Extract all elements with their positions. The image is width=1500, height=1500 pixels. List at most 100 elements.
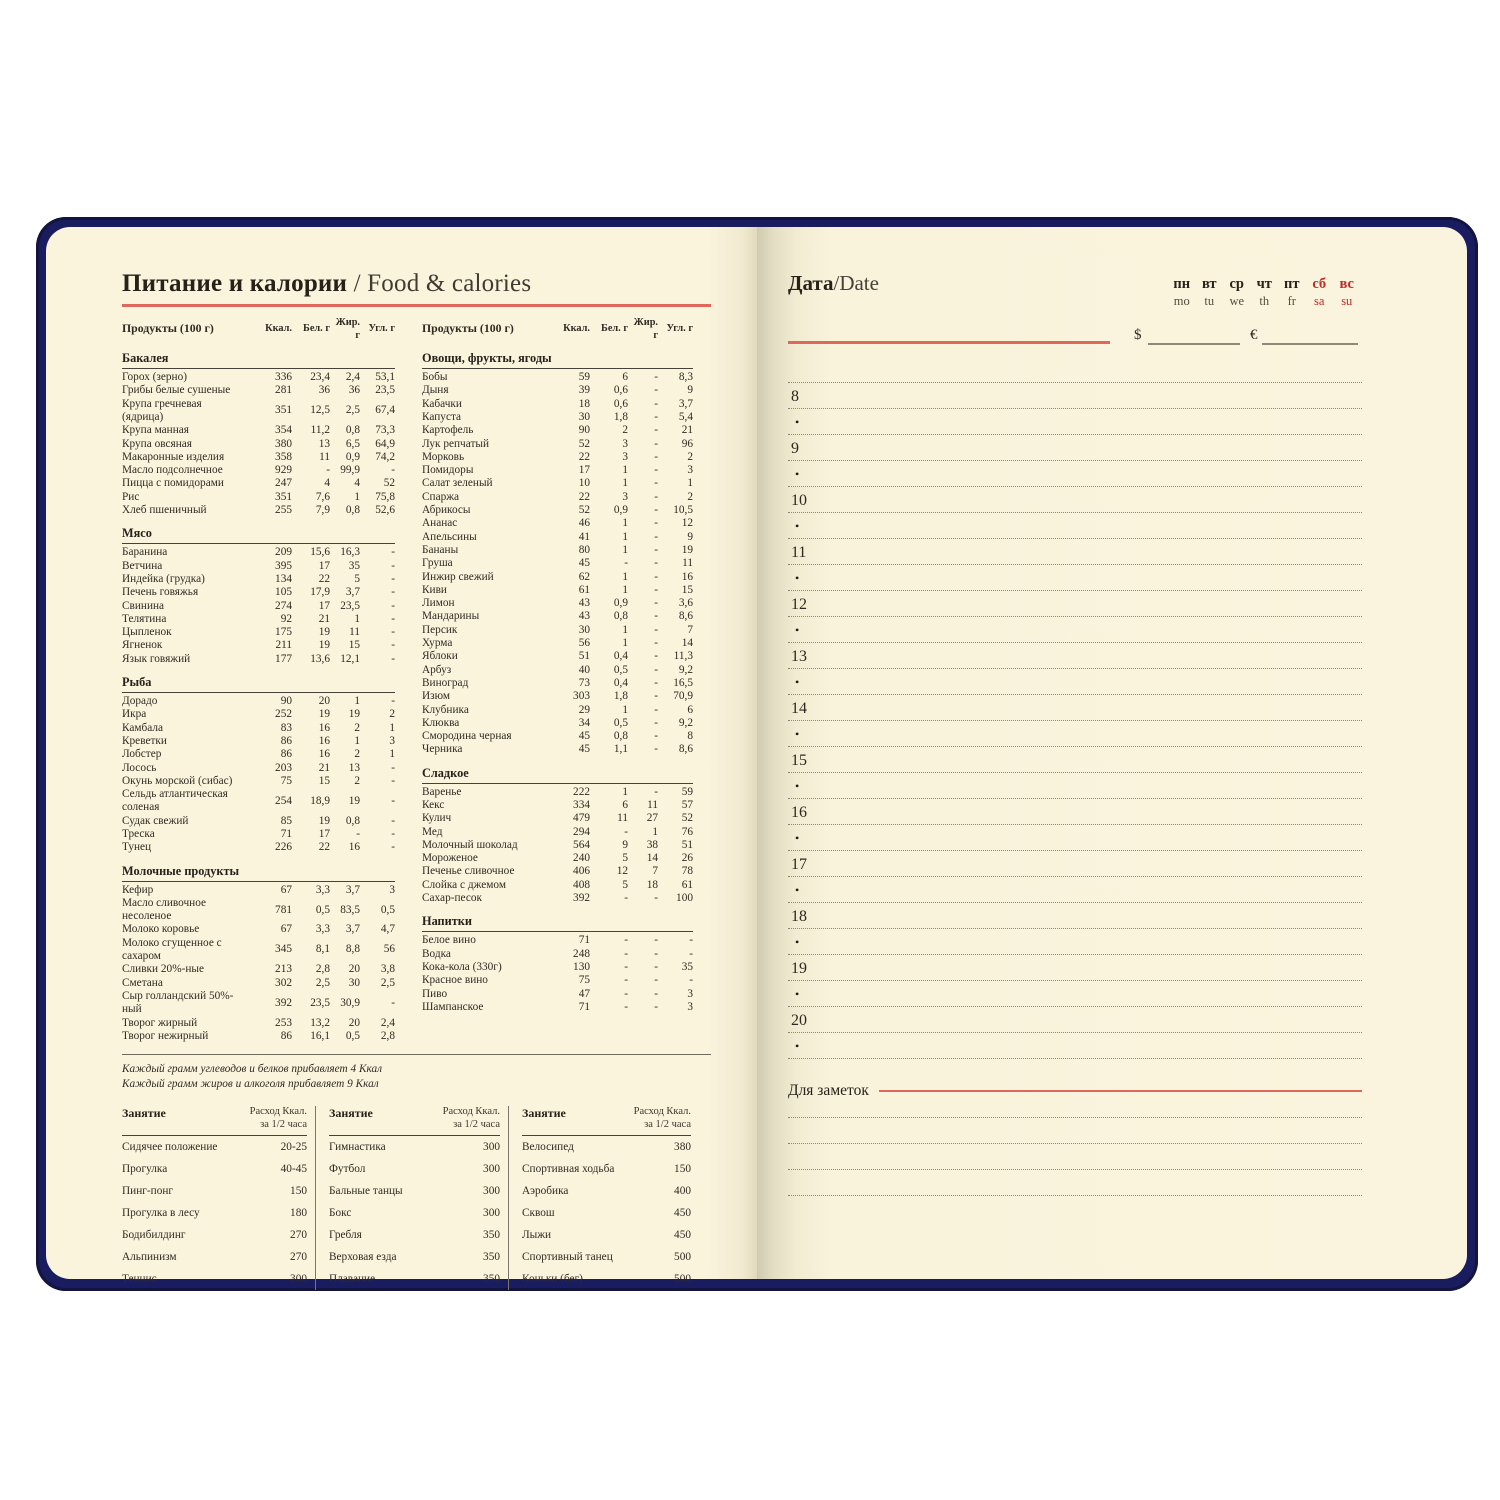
food-name: Ананас — [422, 517, 458, 530]
food-value: 22 — [318, 841, 330, 854]
food-name: Треска — [122, 828, 155, 840]
food-row: Судак свежий 85 19 0,8 - — [122, 815, 395, 828]
activity-row: Гребля 350 — [329, 1224, 500, 1246]
food-value: 303 — [573, 690, 590, 703]
food-value: 73 — [578, 676, 590, 689]
food-value: 43 — [578, 610, 590, 623]
food-value: 83,5 — [340, 903, 360, 916]
food-row: Капуста 30 1,8 - 5,4 — [422, 411, 693, 424]
food-value: 92 — [280, 612, 292, 625]
food-name: Крупа манная — [122, 424, 189, 437]
food-name: Макаронные изделия — [122, 450, 225, 463]
food-row: Масло сливочное несоленое 781 0,5 83,5 0,5 — [122, 897, 395, 924]
activity-row: Спортивный танец 500 — [522, 1246, 691, 1268]
food-row: Крупа манная 354 11,2 0,8 73,3 — [122, 424, 395, 437]
hour-label: 18 — [791, 908, 807, 925]
food-value: - — [391, 828, 395, 840]
food-value: 17 — [318, 559, 330, 572]
food-value: 13,6 — [310, 652, 330, 665]
food-value: 1 — [389, 721, 395, 734]
food-value: - — [391, 652, 395, 665]
bullet-dot: • — [795, 519, 800, 533]
food-value: 3,7 — [345, 883, 360, 896]
food-row: Черника 45 1,1 - 8,6 — [422, 743, 693, 756]
food-value: - — [624, 557, 628, 570]
food-name: Кулич — [422, 812, 452, 825]
food-name: Клубника — [422, 703, 469, 716]
food-value: 18 — [578, 397, 590, 410]
food-value: 18,9 — [310, 794, 330, 807]
food-value: - — [654, 974, 658, 987]
food-name: Сельдь атлантическая соленая — [122, 788, 228, 814]
food-section: Напитки Белое вино 71- - - Водка 248- - - Кока-ко… — [422, 914, 693, 1014]
food-value: - — [391, 639, 395, 652]
weekday-en: tu — [1204, 294, 1215, 308]
food-value: 9,2 — [678, 716, 693, 729]
activity-value: 450 — [674, 1229, 691, 1242]
food-value: 14 — [646, 852, 658, 865]
food-value: - — [654, 892, 658, 905]
food-value: 564 — [573, 838, 590, 851]
food-value: 90 — [578, 424, 590, 437]
activity-value: 300 — [483, 1141, 500, 1154]
food-value: 7 — [687, 623, 693, 636]
activity-col-header: Занятие — [329, 1106, 373, 1121]
food-unit-header: Жир. г — [335, 316, 360, 341]
food-row: Сельдь атлантическая соленая 254 18,9 19 - — [122, 788, 395, 815]
food-value: 203 — [275, 761, 292, 774]
food-value: 100 — [676, 892, 693, 905]
food-value: 23,5 — [310, 996, 330, 1009]
food-row: Варенье 222 1 - 59 — [422, 786, 693, 799]
food-value: 23,5 — [340, 599, 360, 612]
schedule-hour-row: 20 — [788, 1007, 1362, 1033]
food-value: 20 — [348, 963, 360, 976]
food-value: 62 — [578, 570, 590, 583]
bullet-dot: • — [795, 1039, 800, 1053]
bullet-dot: • — [795, 675, 800, 689]
food-column: Продукты (100 г) Ккал. Бел. г Жир. г Угл. г Б… — [122, 316, 395, 1044]
activity-group: Занятие Расход Ккал. за 1/2 часа Гимнастика… — [315, 1106, 508, 1291]
food-value: - — [654, 490, 658, 503]
food-value: - — [391, 586, 395, 599]
food-value: 96 — [681, 437, 693, 450]
food-name: Икра — [122, 708, 147, 721]
food-value: 209 — [275, 546, 292, 559]
food-value: 70,9 — [673, 690, 693, 703]
activity-value-header-line: за 1/2 часа — [453, 1118, 500, 1130]
schedule-hour-row: 19 — [788, 955, 1362, 981]
food-value: 248 — [573, 947, 590, 960]
food-value: 240 — [573, 852, 590, 865]
food-row: Масло подсолнечное 929-99,9- — [122, 464, 395, 477]
food-name: Тунец — [122, 841, 152, 854]
food-value: 17,9 — [310, 586, 330, 599]
food-row: Тунец 226 22 16 - — [122, 841, 395, 854]
food-value: 20 — [318, 695, 330, 708]
food-value: 11 — [647, 799, 658, 811]
euro-symbol: € — [1250, 327, 1258, 343]
food-value: 1 — [354, 612, 360, 625]
activity-col-header: Занятие — [522, 1106, 566, 1121]
food-value: 11 — [682, 557, 693, 570]
food-value: 408 — [573, 878, 590, 891]
food-value: 2 — [354, 721, 360, 734]
food-value: 7,9 — [315, 504, 330, 517]
food-name: Яблоки — [422, 650, 458, 663]
food-name: Творог жирный — [122, 1016, 198, 1029]
food-value: - — [654, 637, 658, 650]
hour-label: 13 — [791, 648, 807, 665]
activity-value-header: Расход Ккал. за 1/2 часа — [250, 1106, 307, 1131]
food-value: 11,2 — [310, 424, 330, 437]
food-products-header: Продукты (100 г) — [422, 321, 514, 336]
title-underline — [122, 304, 711, 307]
hour-label: 19 — [791, 960, 807, 977]
food-name: Крупа гречневая (ядрица) — [122, 397, 202, 423]
food-value: 13 — [348, 761, 360, 774]
food-name: Спаржа — [422, 490, 460, 503]
food-name: Помидоры — [422, 464, 474, 477]
weekday-header: пн вт ср чт пт сб вс mo tu we th fr sa su — [1168, 277, 1361, 308]
food-row: Макаронные изделия 358 11 0,9 74,2 — [122, 451, 395, 464]
food-row: Лук репчатый 52 3 - 96 — [422, 438, 693, 451]
schedule-bullet-row: • — [788, 981, 1362, 1007]
food-value: 1 — [622, 517, 628, 530]
food-value: 8,6 — [678, 743, 693, 756]
